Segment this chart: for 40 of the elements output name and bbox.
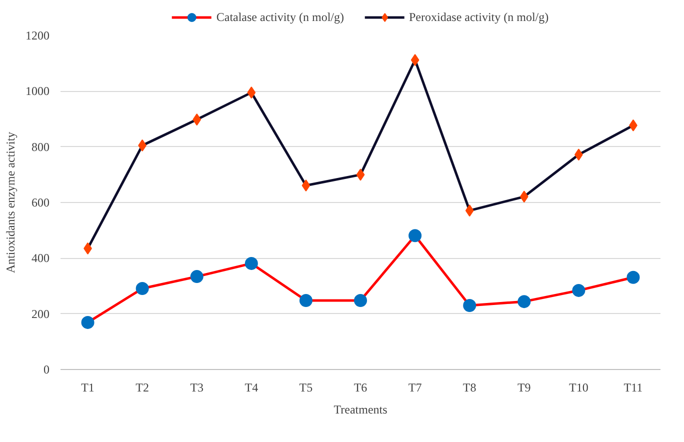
x-axis-title: Treatments — [334, 402, 388, 416]
y-tick-label: 1200 — [26, 28, 50, 42]
point — [299, 294, 312, 307]
point — [408, 229, 422, 242]
legend-label: Catalase activity (n mol/g) — [216, 10, 344, 24]
point — [354, 294, 367, 307]
point — [244, 256, 258, 270]
point — [247, 86, 256, 99]
y-axis-title: Antioxidants enzyme activity — [4, 132, 18, 274]
x-tick-label: T2 — [136, 380, 149, 394]
point — [410, 54, 420, 66]
x-tick-label: T4 — [244, 380, 258, 394]
y-tick-label: 400 — [32, 251, 50, 266]
point — [520, 190, 528, 203]
x-tick-label: T3 — [190, 380, 204, 394]
point — [302, 180, 310, 192]
point — [572, 284, 586, 297]
x-tick-label: T9 — [517, 380, 531, 394]
point — [356, 168, 365, 181]
x-tick-label: T8 — [462, 380, 476, 394]
y-tick-label: 800 — [32, 140, 50, 154]
point — [190, 270, 204, 284]
point — [626, 270, 640, 284]
x-tick-label: T11 — [624, 380, 643, 394]
y-tick-label: 600 — [32, 196, 50, 210]
point — [465, 204, 474, 217]
point — [192, 114, 202, 126]
point — [463, 298, 476, 312]
point — [518, 295, 531, 308]
x-tick-label: T1 — [81, 380, 94, 394]
legend-label: Peroxidase activity (n mol/g) — [409, 10, 549, 24]
x-tick-label: T10 — [569, 380, 588, 394]
point — [136, 282, 149, 295]
x-tick-label: T7 — [408, 380, 422, 394]
x-tick-label: T5 — [299, 380, 313, 394]
y-tick-label: 200 — [32, 306, 50, 321]
y-tick-label: 1000 — [26, 84, 50, 98]
x-tick-label: T6 — [354, 380, 368, 394]
y-tick-label: 0 — [44, 362, 50, 376]
point — [81, 316, 94, 329]
